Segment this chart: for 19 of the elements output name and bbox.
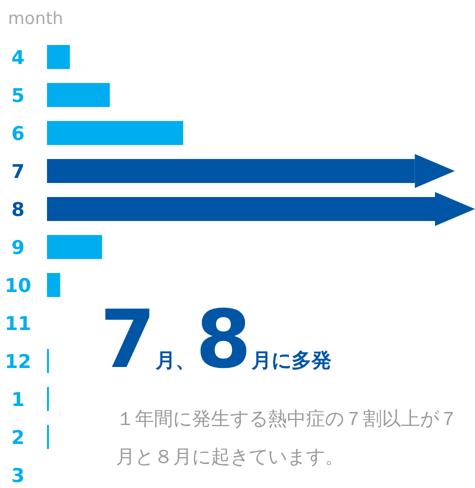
y-tick-label: 8 bbox=[11, 199, 25, 221]
y-tick-label: 5 bbox=[11, 85, 25, 107]
y-tick-label: 1 bbox=[11, 389, 25, 411]
y-tick-label: 7 bbox=[11, 161, 25, 183]
annotation: １年間に発生する熱中症の７割以上が７月と８月に起きています。 bbox=[116, 407, 459, 470]
y-tick-label: 11 bbox=[4, 313, 32, 335]
y-tick-label: 2 bbox=[11, 427, 25, 449]
y-tick-label: 9 bbox=[11, 237, 25, 259]
bar bbox=[47, 45, 70, 69]
y-tick-label: 6 bbox=[11, 123, 25, 145]
y-tick-label: 12 bbox=[4, 351, 32, 373]
y-tick-label: 10 bbox=[4, 275, 32, 297]
bar bbox=[47, 121, 184, 145]
bar bbox=[47, 273, 60, 297]
y-tick-label: 4 bbox=[11, 47, 25, 69]
y-tick-label: 3 bbox=[11, 465, 25, 487]
bar bbox=[47, 83, 110, 107]
y-axis-title: month bbox=[8, 9, 64, 29]
bar bbox=[47, 235, 102, 259]
